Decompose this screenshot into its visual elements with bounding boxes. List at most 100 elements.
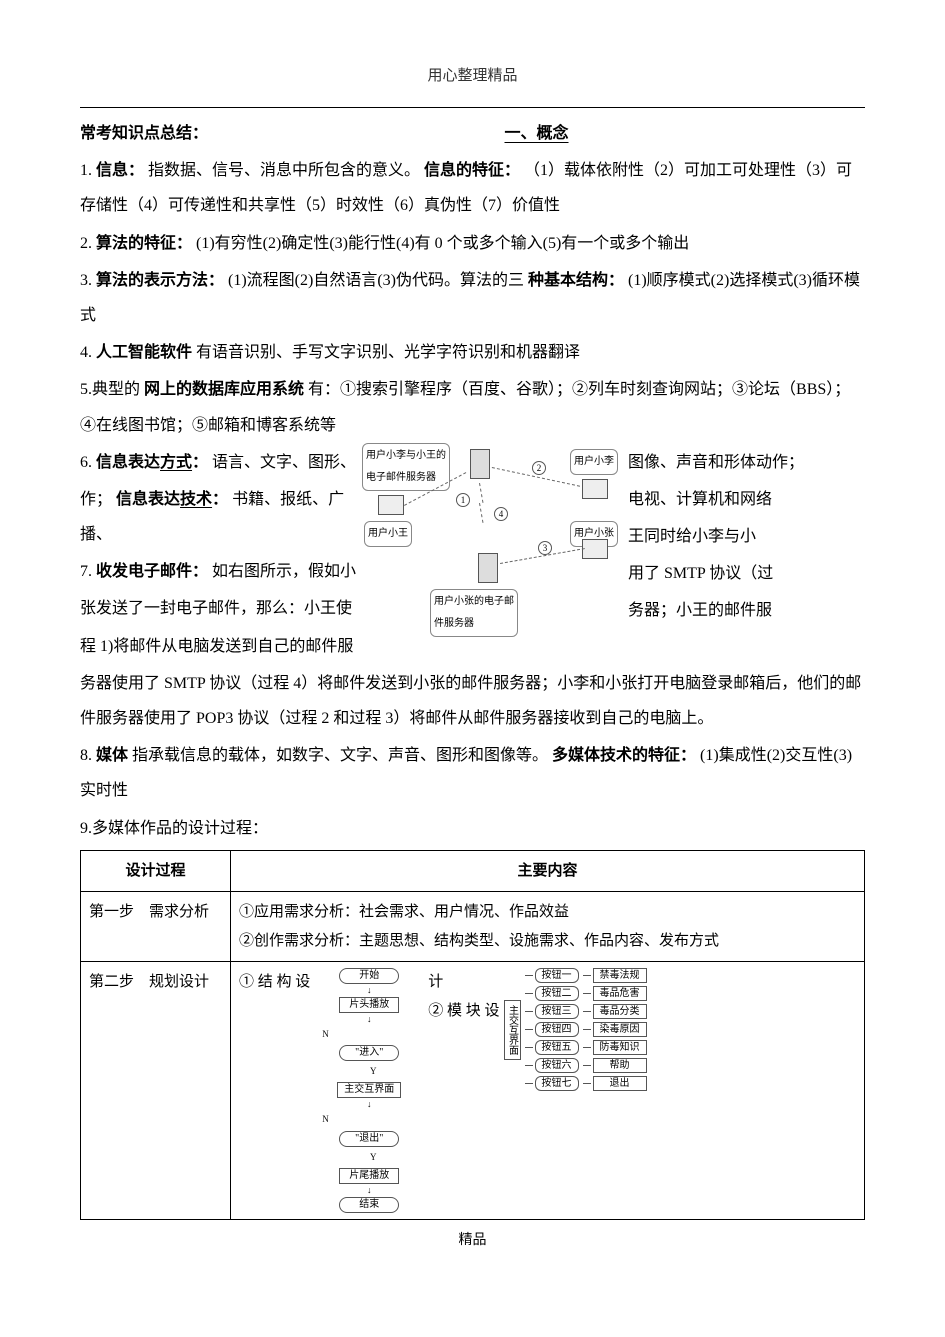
fc-end: 结束	[339, 1197, 399, 1213]
item-1-num: 1.	[80, 162, 92, 179]
item-8-text-1: 指承载信息的载体，如数字、文字、声音、图形和图像等。	[132, 747, 548, 764]
label-server-zhang: 用户小张的电子邮件服务器	[430, 589, 518, 637]
item-6-7-block: 6. 信息表达方式： 语言、文字、图形、 作； 信息表达技术： 书籍、报纸、广播…	[80, 443, 865, 664]
mod-btn-6: 按钮六	[535, 1058, 579, 1073]
mod-btn-3: 按钮三	[535, 1004, 579, 1019]
fc-arrow-3: ↓	[367, 1100, 372, 1109]
item-6-line-1: 6. 信息表达方式： 语言、文字、图形、	[80, 445, 360, 480]
fc-branch-n-2: N	[322, 1111, 329, 1128]
title-row: 常考知识点总结： 一、概念	[80, 116, 865, 151]
mod-btn-7: 按钮七	[535, 1076, 579, 1091]
title-center: 一、概念	[501, 125, 573, 142]
item-4-bold-1: 人工智能软件	[96, 344, 192, 361]
item-6-text-2r: 电视、计算机和网络	[628, 482, 865, 517]
item-7-text-1a: 如右图所示，假如小	[212, 563, 356, 580]
label-user-wang: 用户小王	[364, 521, 412, 547]
row1-content-l1: ①应用需求分析：社会需求、用户情况、作品效益	[239, 898, 856, 927]
fc-arrow-2: ↓	[367, 1015, 372, 1024]
edge-4a	[479, 483, 483, 503]
fc-intro: 片头播放	[339, 997, 399, 1013]
item-6-bold-2b: ：	[212, 491, 228, 508]
email-diagram: 用户小李与小王的电子邮件服务器 用户小李 用户小王 用户小张 用户小张的电子邮件…	[360, 443, 620, 613]
header-note: 用心整理精品	[80, 60, 865, 93]
item-2: 2. 算法的特征： (1)有穷性(2)确定性(3)能行性(4)有 0 个或多个输…	[80, 226, 865, 261]
mod-tgt-2: 毒品危害	[593, 986, 647, 1001]
item-4: 4. 人工智能软件 有语音识别、手写文字识别、光学字符识别和机器翻译	[80, 335, 865, 370]
label-server-lw: 用户小李与小王的电子邮件服务器	[362, 443, 450, 491]
module-root-col: 主交互界面	[504, 968, 521, 1091]
item-7-text-3ar: 务器；小王的邮件服	[628, 593, 865, 628]
row2-text-1a: ① 结 构 设	[239, 968, 310, 997]
title-center-wrap: 一、概念	[208, 116, 865, 151]
item-1-bold-1: 信息：	[96, 162, 144, 179]
pc-icon-li	[582, 479, 608, 499]
mod-tgt-1: 禁毒法规	[593, 968, 647, 983]
item-6-text-1: 语言、文字、图形、	[212, 454, 356, 471]
mod-tgt-7: 退出	[593, 1076, 647, 1091]
item-6-underline-1: 方式	[160, 454, 192, 471]
header-rule	[80, 107, 865, 108]
row1-step: 第一步 需求分析	[81, 892, 231, 962]
item-3: 3. 算法的表示方法： (1)流程图(2)自然语言(3)伪代码。算法的三 种基本…	[80, 263, 865, 333]
item-3-text-1: (1)流程图(2)自然语言(3)伪代码。算法的三	[228, 272, 524, 289]
item-5-num: 5.典型的	[80, 381, 140, 398]
edge-num-3: 3	[538, 541, 552, 555]
edge-num-1: 1	[456, 493, 470, 507]
item-6-underline-2: 技术	[180, 491, 212, 508]
item-1: 1. 信息： 指数据、信号、消息中所包含的意义。 信息的特征： （1）载体依附性…	[80, 153, 865, 223]
mod-btn-4: 按钮四	[535, 1022, 579, 1037]
row2-step: 第二步 规划设计	[81, 962, 231, 1219]
module-buttons-col: 按钮一 按钮二 按钮三 按钮四 按钮五 按钮六 按钮七	[525, 968, 579, 1091]
row2-text-1b: 计 ② 模 块 设	[428, 968, 499, 1025]
server-icon-zhang	[478, 553, 498, 583]
pc-icon-zhang	[582, 539, 608, 559]
edge-4b	[479, 503, 483, 523]
item-2-text-1: (1)有穷性(2)确定性(3)能行性(4)有 0 个或多个输入(5)有一个或多个…	[196, 235, 689, 252]
module-root: 主交互界面	[504, 1000, 521, 1060]
item-3-bold-2: 种基本结构：	[528, 272, 624, 289]
row2-text-2-span: ② 模 块 设	[428, 1003, 499, 1019]
item-7-line-2: 张发送了一封电子邮件，那么：小王使	[80, 591, 360, 626]
fc-arrow-4: ↓	[367, 1186, 372, 1195]
item-8-num: 8.	[80, 747, 92, 764]
item-7-text-2a: 张发送了一封电子邮件，那么：小王使	[80, 600, 352, 617]
fc-main: 主交互界面	[337, 1082, 401, 1098]
item-9: 9.多媒体作品的设计过程：	[80, 811, 865, 846]
mod-btn-2: 按钮二	[535, 986, 579, 1001]
footer-note: 精品	[80, 1226, 865, 1257]
item-7-line-1: 7. 收发电子邮件： 如右图所示，假如小	[80, 554, 360, 589]
table-header-row: 设计过程 主要内容	[81, 850, 865, 892]
item-7-line-3: 程 1)将邮件从电脑发送到自己的邮件服	[80, 629, 360, 664]
mod-tgt-5: 防毒知识	[593, 1040, 647, 1055]
table-row-2: 第二步 规划设计 ① 结 构 设 开始 ↓ 片头播放 ↓ N "进入" Y 主交…	[81, 962, 865, 1219]
edge-num-2: 2	[532, 461, 546, 475]
item-5-bold-1: 网上的数据库应用系统	[144, 381, 304, 398]
item-6-bold-1b: ：	[192, 454, 208, 471]
item-6-bold-1: 信息表达	[96, 454, 160, 471]
module-diagram: 主交互界面 按钮一 按钮二 按钮三 按钮四 按钮五 按钮六 按钮七 禁毒	[504, 968, 856, 1091]
item-6-line-2: 作； 信息表达技术： 书籍、报纸、广播、	[80, 482, 360, 552]
label-user-li: 用户小李	[570, 449, 618, 475]
fc-branch-y-1: Y	[370, 1063, 377, 1080]
item-6-line-2-pre: 作；	[80, 491, 112, 508]
item-7-num: 7.	[80, 563, 92, 580]
item-1-text-1: 指数据、信号、消息中所包含的意义。	[148, 162, 420, 179]
item-4-text-1: 有语音识别、手写文字识别、光学字符识别和机器翻译	[196, 344, 580, 361]
item-8: 8. 媒体 指承载信息的载体，如数字、文字、声音、图形和图像等。 多媒体技术的特…	[80, 738, 865, 808]
item-5: 5.典型的 网上的数据库应用系统 有：①搜索引擎程序（百度、谷歌）；②列车时刻查…	[80, 372, 865, 442]
item-6-bold-2: 信息表达	[116, 491, 180, 508]
fc-outro: 片尾播放	[339, 1168, 399, 1184]
item-7-bold-1: 收发电子邮件：	[96, 563, 208, 580]
fc-arrow-1: ↓	[367, 986, 372, 995]
fc-branch-n-1: N	[322, 1026, 329, 1043]
item-1-bold-2: 信息的特征：	[424, 162, 520, 179]
row1-content: ①应用需求分析：社会需求、用户情况、作品效益 ②创作需求分析：主题思想、结构类型…	[231, 892, 865, 962]
fc-branch-y-2: Y	[370, 1149, 377, 1166]
item-8-bold-2: 多媒体技术的特征：	[552, 747, 696, 764]
design-table: 设计过程 主要内容 第一步 需求分析 ①应用需求分析：社会需求、用户情况、作品效…	[80, 850, 865, 1220]
row2-content: ① 结 构 设 开始 ↓ 片头播放 ↓ N "进入" Y 主交互界面 ↓ N "…	[231, 962, 865, 1219]
row2-text-1b-span: 计	[428, 974, 443, 990]
item-8-bold-1: 媒体	[96, 747, 128, 764]
fc-start: 开始	[339, 968, 399, 984]
mod-tgt-4: 染毒原因	[593, 1022, 647, 1037]
